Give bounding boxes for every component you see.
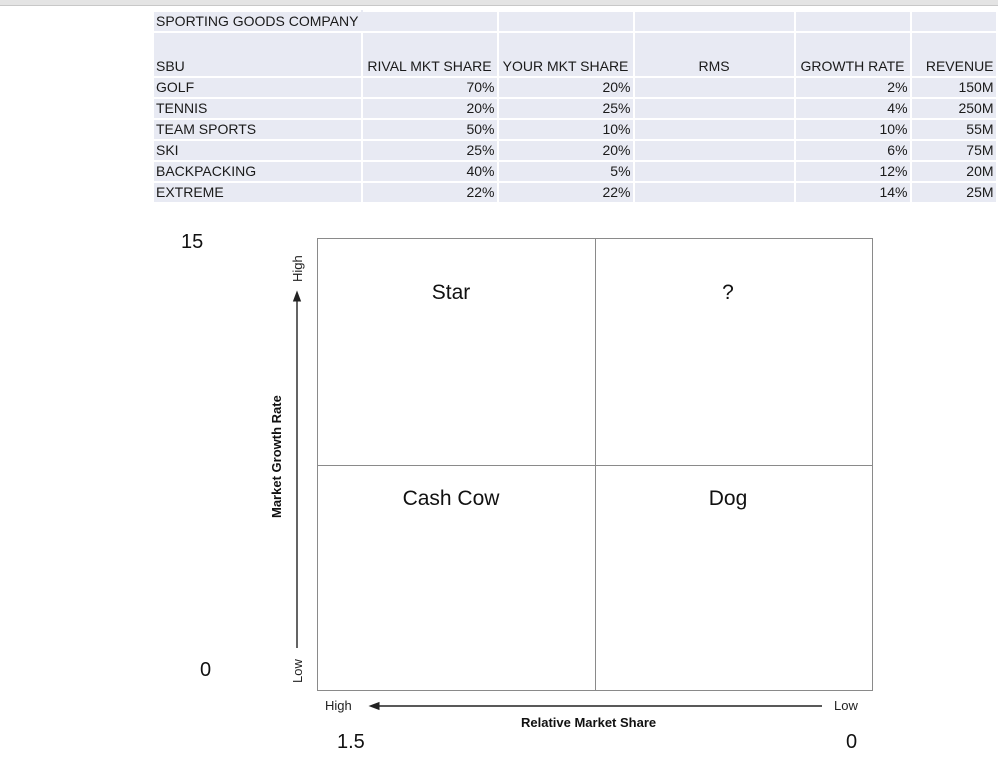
cell-rival[interactable]: 50%	[360, 118, 499, 141]
table-header-row: SBU RIVAL MKT SHARE YOUR MKT SHARE RMS G…	[152, 31, 998, 78]
table-row: SKI 25% 20% 6% 75M	[152, 139, 998, 162]
y-axis-min-value: 0	[200, 659, 212, 681]
cell-rival[interactable]: 70%	[360, 76, 499, 99]
quadrant-star-label: Star	[431, 281, 471, 304]
cell-rms[interactable]	[632, 160, 796, 183]
cell-growth[interactable]: 2%	[793, 76, 912, 99]
cell-revenue[interactable]: 25M	[909, 181, 998, 204]
cell-revenue[interactable]: 20M	[909, 160, 998, 183]
table-row: TEAM SPORTS 50% 10% 10% 55M	[152, 118, 998, 141]
quadrant-question-label: ?	[722, 281, 734, 304]
y-axis-high-label: High	[290, 255, 305, 282]
y-axis-title: Market Growth Rate	[269, 395, 284, 518]
header-revenue[interactable]: REVENUE	[909, 31, 998, 78]
cell-rms[interactable]	[632, 76, 796, 99]
cell-sbu[interactable]: GOLF	[152, 76, 363, 99]
header-growth-rate[interactable]: GROWTH RATE	[793, 31, 912, 78]
cell-revenue[interactable]: 55M	[909, 118, 998, 141]
table-row: TENNIS 20% 25% 4% 250M	[152, 97, 998, 120]
horizontal-divider	[318, 465, 872, 466]
y-axis-low-label: Low	[290, 659, 305, 683]
table-cell[interactable]	[360, 10, 499, 33]
table-row: EXTREME 22% 22% 14% 25M	[152, 181, 998, 204]
table-cell[interactable]	[496, 10, 635, 33]
cell-rival[interactable]: 40%	[360, 160, 499, 183]
bcg-matrix: Star ? Cash Cow Dog	[317, 238, 873, 691]
cell-rms[interactable]	[632, 118, 796, 141]
x-axis-left-value: 1.5	[337, 731, 365, 753]
cell-yours[interactable]: 20%	[496, 76, 635, 99]
cell-rival[interactable]: 22%	[360, 181, 499, 204]
cell-yours[interactable]: 20%	[496, 139, 635, 162]
x-axis-high-label: High	[325, 698, 352, 713]
y-axis-max-value: 15	[181, 231, 204, 253]
cell-revenue[interactable]: 150M	[909, 76, 998, 99]
cell-sbu[interactable]: TEAM SPORTS	[152, 118, 363, 141]
x-axis-low-label: Low	[834, 698, 858, 713]
cell-growth[interactable]: 12%	[793, 160, 912, 183]
header-rival-mkt-share[interactable]: RIVAL MKT SHARE	[360, 31, 499, 78]
cell-rms[interactable]	[632, 181, 796, 204]
window-top-bar	[0, 0, 998, 6]
header-rms[interactable]: RMS	[632, 31, 796, 78]
cell-yours[interactable]: 5%	[496, 160, 635, 183]
cell-growth[interactable]: 10%	[793, 118, 912, 141]
sbu-data-table: SPORTING GOODS COMPANY SBU RIVAL MKT SHA…	[152, 10, 998, 204]
table-cell[interactable]	[793, 10, 912, 33]
cell-sbu[interactable]: TENNIS	[152, 97, 363, 120]
cell-growth[interactable]: 6%	[793, 139, 912, 162]
cell-sbu[interactable]: EXTREME	[152, 181, 363, 204]
cell-yours[interactable]: 25%	[496, 97, 635, 120]
table-cell[interactable]	[632, 10, 796, 33]
table-title[interactable]: SPORTING GOODS COMPANY	[152, 10, 363, 33]
cell-yours[interactable]: 10%	[496, 118, 635, 141]
table-row: GOLF 70% 20% 2% 150M	[152, 76, 998, 99]
header-your-mkt-share[interactable]: YOUR MKT SHARE	[496, 31, 635, 78]
cell-revenue[interactable]: 250M	[909, 97, 998, 120]
cell-rms[interactable]	[632, 139, 796, 162]
table-row: BACKPACKING 40% 5% 12% 20M	[152, 160, 998, 183]
cell-revenue[interactable]: 75M	[909, 139, 998, 162]
quadrant-cash-cow-label: Cash Cow	[402, 487, 500, 510]
cell-growth[interactable]: 4%	[793, 97, 912, 120]
cell-rival[interactable]: 20%	[360, 97, 499, 120]
cell-sbu[interactable]: BACKPACKING	[152, 160, 363, 183]
quadrant-dog-label: Dog	[708, 487, 748, 510]
table-cell[interactable]	[909, 10, 998, 33]
cell-sbu[interactable]: SKI	[152, 139, 363, 162]
header-sbu[interactable]: SBU	[152, 31, 363, 78]
cell-rival[interactable]: 25%	[360, 139, 499, 162]
table-title-row: SPORTING GOODS COMPANY	[152, 10, 998, 33]
x-axis-right-value: 0	[846, 731, 858, 753]
cell-yours[interactable]: 22%	[496, 181, 635, 204]
cell-rms[interactable]	[632, 97, 796, 120]
cell-growth[interactable]: 14%	[793, 181, 912, 204]
x-axis-title: Relative Market Share	[521, 715, 657, 730]
vertical-divider	[595, 239, 596, 690]
